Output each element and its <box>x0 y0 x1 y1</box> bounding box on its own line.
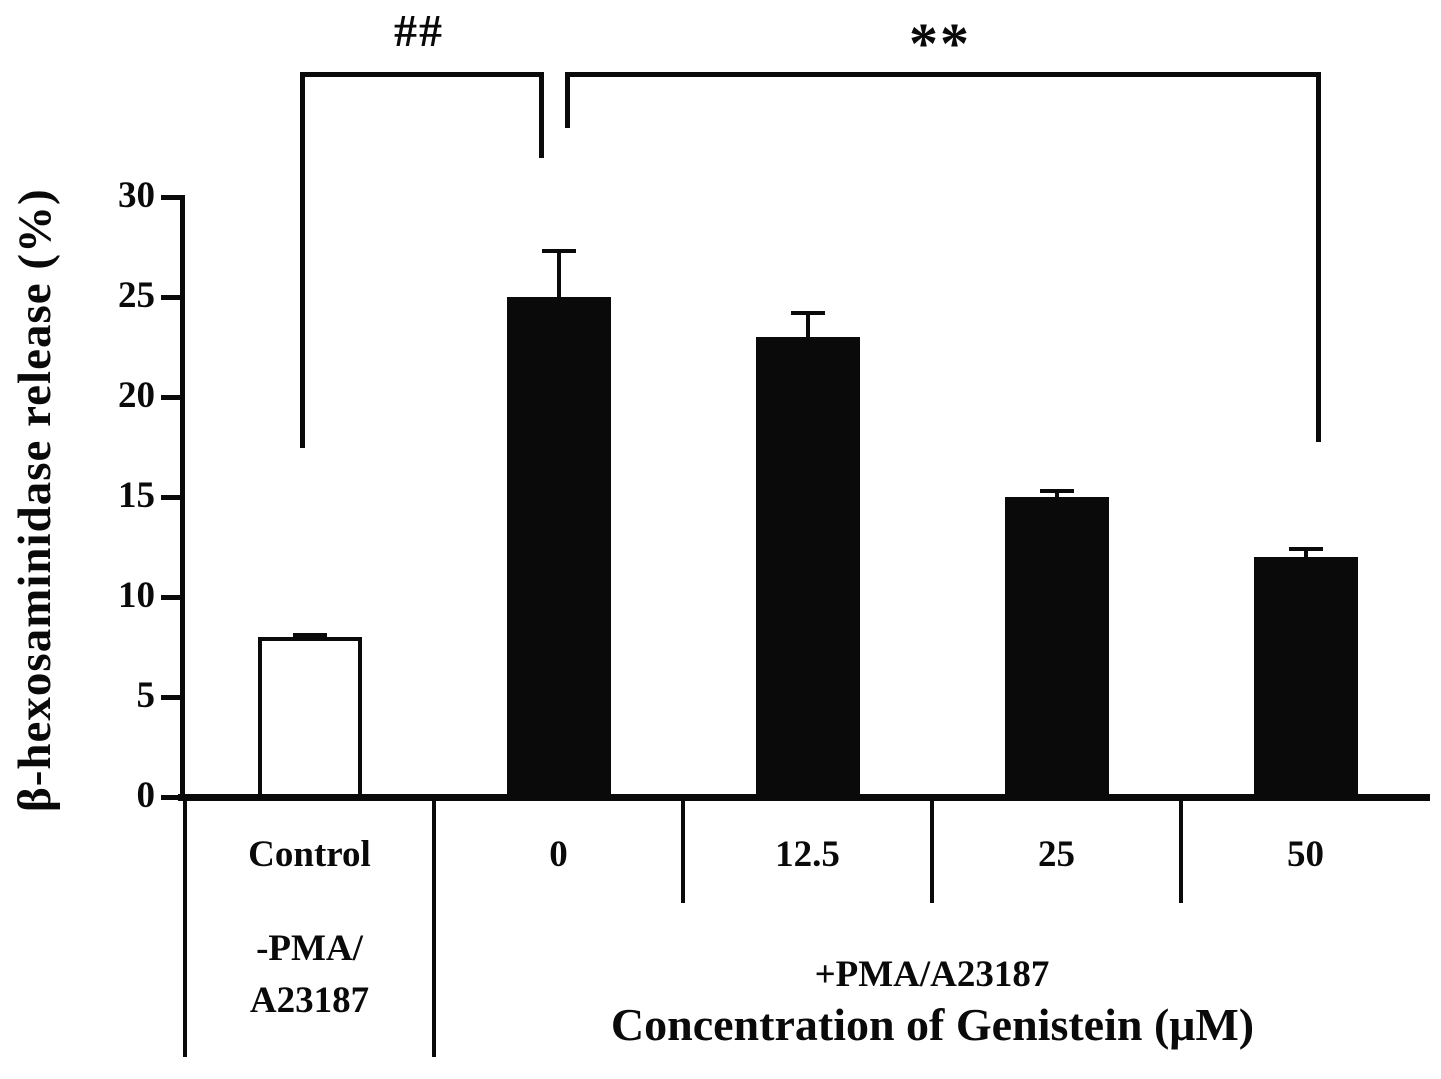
category-separator-line <box>681 797 685 903</box>
x-axis-line <box>178 794 1430 801</box>
significance-bracket-top <box>564 72 1321 77</box>
bar-25 <box>1004 497 1109 797</box>
group-label: A23187 <box>249 980 370 1021</box>
group-separator-line <box>432 797 436 1057</box>
x-category-label: 12.5 <box>775 834 840 875</box>
error-bar-stem <box>556 251 561 299</box>
y-tick-mark <box>161 795 180 800</box>
significance-bracket-left-drop <box>299 72 305 448</box>
significance-bracket-left-drop <box>564 72 570 128</box>
y-tick-mark <box>161 295 180 300</box>
x-category-label: 50 <box>1287 834 1324 875</box>
error-bar-stem <box>1303 549 1308 559</box>
x-category-label: 0 <box>549 834 568 875</box>
significance-annotation: ## <box>394 5 444 56</box>
bar-50 <box>1253 557 1358 797</box>
y-tick-label: 5 <box>136 675 156 716</box>
y-axis-label: β-hexosaminidase release (%) <box>9 188 61 812</box>
y-tick-label: 15 <box>118 475 155 516</box>
significance-bracket-right-drop <box>1315 72 1321 442</box>
bar-12.5 <box>755 337 860 797</box>
significance-bracket-right-drop <box>538 72 544 158</box>
error-bar-cap <box>541 249 576 253</box>
error-bar-cap <box>1288 547 1323 551</box>
y-tick-label: 10 <box>118 575 155 616</box>
bar-0 <box>506 297 611 797</box>
y-tick-mark <box>161 395 180 400</box>
group-label: +PMA/A23187 <box>814 954 1050 995</box>
y-tick-mark <box>161 195 180 200</box>
y-tick-label: 20 <box>118 375 155 416</box>
category-separator-line <box>930 797 934 903</box>
significance-annotation: ** <box>909 11 971 76</box>
error-bar-stem <box>307 635 312 639</box>
x-category-label: 25 <box>1038 834 1075 875</box>
y-tick-label: 0 <box>136 775 156 816</box>
error-bar-cap <box>292 633 327 637</box>
y-tick-label: 25 <box>118 275 155 316</box>
error-bar-cap <box>790 311 825 315</box>
y-tick-mark <box>161 595 180 600</box>
bar-Control <box>257 637 362 797</box>
error-bar-cap <box>1039 489 1074 493</box>
y-tick-label: 30 <box>118 175 155 216</box>
x-axis-title: Concentration of Genistein (μM) <box>610 999 1255 1050</box>
y-tick-mark <box>161 495 180 500</box>
y-tick-mark <box>161 695 180 700</box>
category-separator-line <box>1179 797 1183 903</box>
group-separator-line <box>183 797 187 1057</box>
y-axis-line <box>180 195 185 799</box>
significance-bracket-top <box>299 72 544 77</box>
group-label: -PMA/ <box>256 928 363 969</box>
error-bar-stem <box>805 313 810 339</box>
error-bar-stem <box>1054 491 1059 499</box>
x-category-label: Control <box>248 834 371 875</box>
